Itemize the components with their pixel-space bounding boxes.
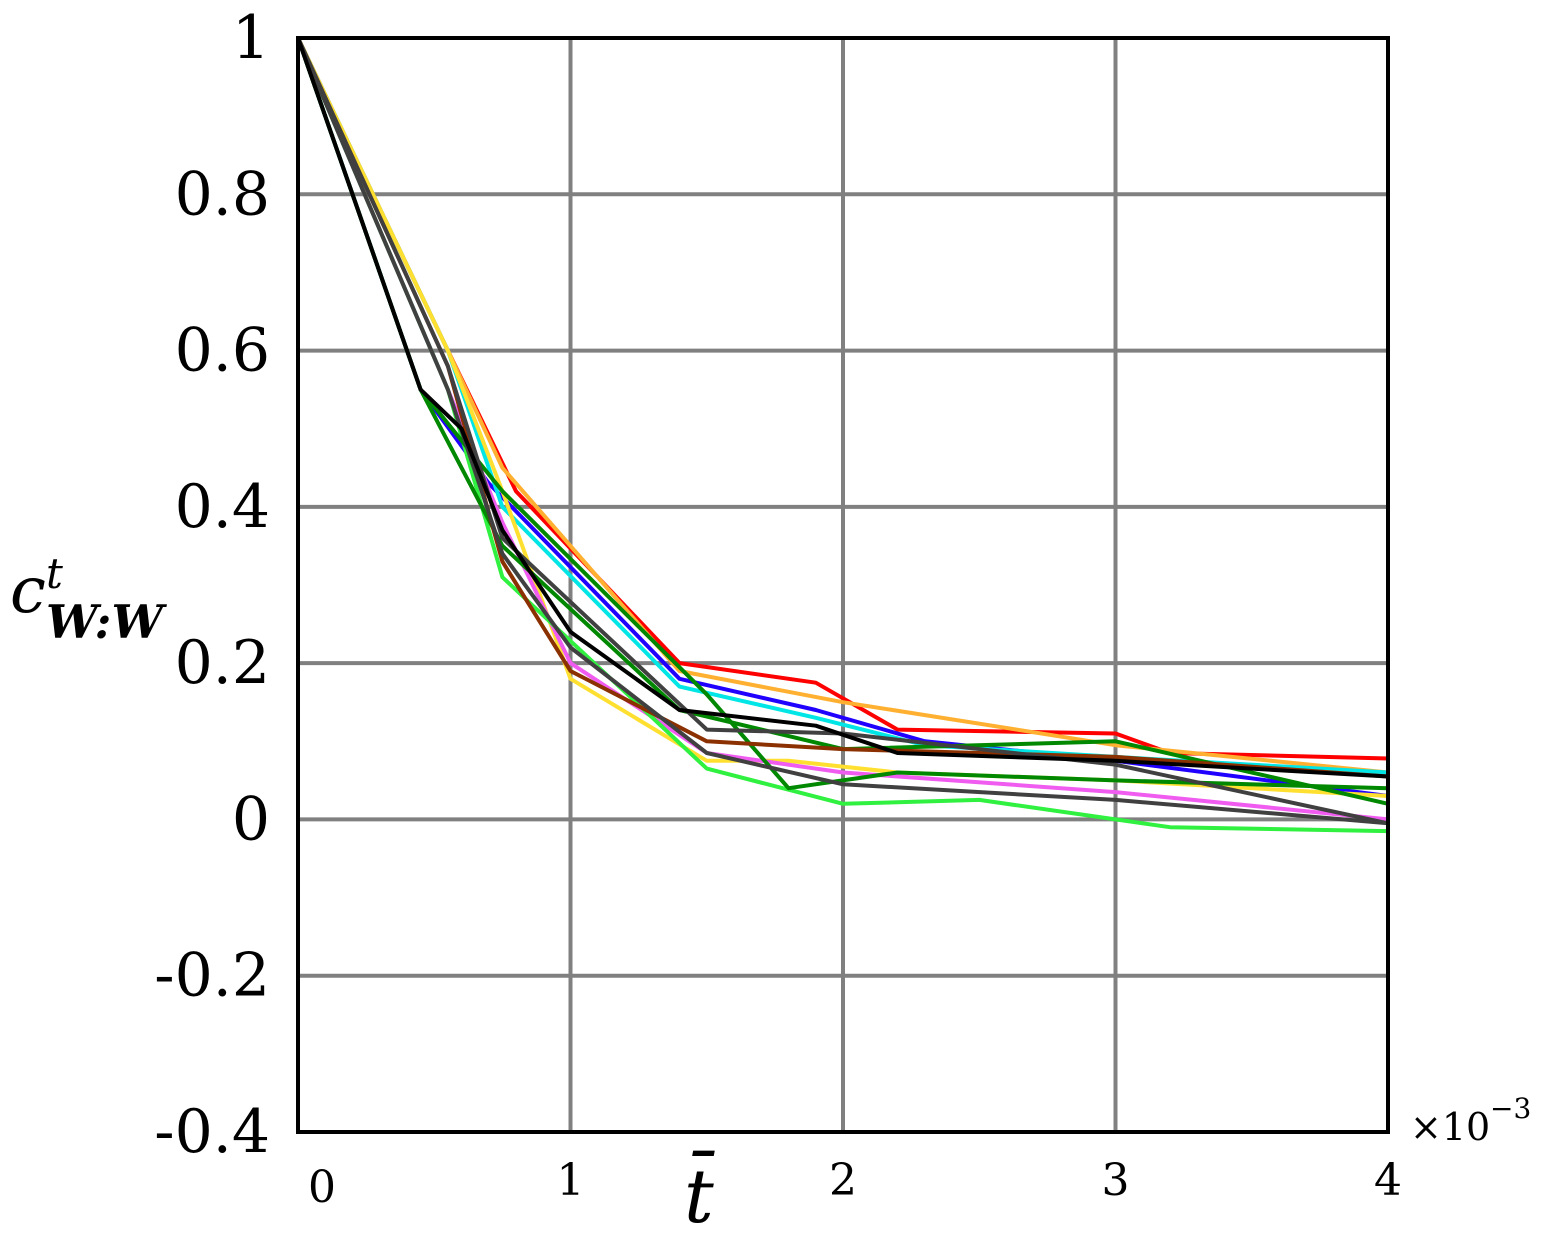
x-exponent-power: −3 bbox=[1490, 1092, 1531, 1125]
y-axis-label-base: c bbox=[10, 554, 46, 628]
y-axis-label: c bbox=[10, 554, 46, 628]
series-line-8 bbox=[296, 37, 1389, 791]
series-line-10 bbox=[296, 37, 1389, 779]
x-tick-labels: 0 1 2 3 4 bbox=[308, 1155, 1402, 1213]
plot-frame bbox=[296, 36, 1390, 1134]
x-tick-label: 4 bbox=[1374, 1155, 1402, 1206]
y-tick-label: 0 bbox=[232, 784, 270, 854]
y-tick-label: 0.8 bbox=[175, 159, 270, 229]
x-tick-label: 2 bbox=[829, 1155, 857, 1206]
x-exponent-label: ×10 bbox=[1410, 1105, 1490, 1149]
y-axis-label-superscript: t bbox=[46, 549, 63, 598]
x-exponent-base: ×10 bbox=[1410, 1105, 1490, 1149]
grid bbox=[296, 36, 1390, 1134]
x-tick-label: 1 bbox=[557, 1155, 585, 1206]
y-tick-label: -0.4 bbox=[154, 1097, 270, 1167]
y-axis-label-subscript: W:W bbox=[46, 595, 168, 649]
y-tick-label: 0.4 bbox=[175, 472, 270, 542]
series-line-11 bbox=[296, 37, 1389, 826]
y-tick-label: 0.2 bbox=[175, 628, 270, 698]
x-axis-label: t̄ bbox=[684, 1150, 715, 1240]
y-tick-label: 0.6 bbox=[175, 316, 270, 386]
y-tick-label: 1 bbox=[232, 3, 270, 73]
series-line-13 bbox=[296, 37, 1389, 779]
series-line-12 bbox=[296, 37, 1389, 826]
y-tick-label: -0.2 bbox=[154, 941, 270, 1011]
x-tick-label: 3 bbox=[1102, 1155, 1130, 1206]
y-tick-labels: 1 0.8 0.6 0.4 0.2 0 -0.2 -0.4 bbox=[154, 3, 270, 1167]
series-line-7 bbox=[296, 37, 1389, 834]
series-lines bbox=[296, 37, 1389, 834]
x-tick-label: 0 bbox=[308, 1162, 336, 1213]
